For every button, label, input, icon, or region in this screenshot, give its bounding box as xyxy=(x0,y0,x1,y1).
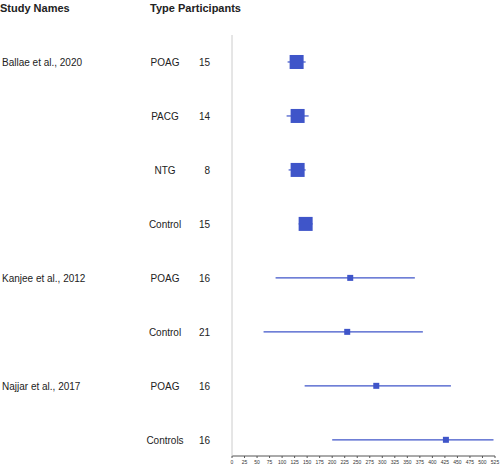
svg-text:50: 50 xyxy=(254,459,260,465)
svg-text:NTG: NTG xyxy=(154,165,175,176)
svg-text:325: 325 xyxy=(391,459,400,465)
svg-text:8: 8 xyxy=(204,165,210,176)
svg-text:POAG: POAG xyxy=(151,381,180,392)
svg-text:500: 500 xyxy=(478,459,487,465)
svg-text:400: 400 xyxy=(428,459,437,465)
svg-text:525: 525 xyxy=(491,459,492,465)
svg-text:350: 350 xyxy=(403,459,412,465)
svg-text:15: 15 xyxy=(199,57,211,68)
svg-text:275: 275 xyxy=(366,459,375,465)
svg-text:15: 15 xyxy=(199,219,211,230)
svg-text:150: 150 xyxy=(303,459,312,465)
html-text:Type Participants: Type Participants xyxy=(150,2,241,14)
svg-text:175: 175 xyxy=(315,459,324,465)
svg-text:21: 21 xyxy=(199,327,211,338)
svg-text:POAG: POAG xyxy=(151,273,180,284)
svg-text:16: 16 xyxy=(199,435,211,446)
svg-text:PACG: PACG xyxy=(151,111,179,122)
svg-text:POAG: POAG xyxy=(151,57,180,68)
svg-text:Control: Control xyxy=(149,219,181,230)
svg-text:250: 250 xyxy=(353,459,362,465)
svg-text:225: 225 xyxy=(341,459,350,465)
svg-text:25: 25 xyxy=(242,459,248,465)
svg-text:100: 100 xyxy=(278,459,287,465)
svg-text:75: 75 xyxy=(267,459,273,465)
svg-text:475: 475 xyxy=(466,459,475,465)
svg-text:425: 425 xyxy=(441,459,450,465)
svg-text:16: 16 xyxy=(199,273,211,284)
svg-text:450: 450 xyxy=(453,459,462,465)
svg-text:375: 375 xyxy=(416,459,425,465)
svg-text:Kanjee et al., 2012: Kanjee et al., 2012 xyxy=(8,273,86,284)
svg-text:125: 125 xyxy=(290,459,299,465)
svg-text:Control: Control xyxy=(149,327,181,338)
svg-text:Controls: Controls xyxy=(146,435,183,446)
svg-text:300: 300 xyxy=(378,459,387,465)
svg-text:14: 14 xyxy=(199,111,211,122)
svg-text:0: 0 xyxy=(231,459,234,465)
svg-text:Najjar et al., 2017: Najjar et al., 2017 xyxy=(8,381,81,392)
svg-text:16: 16 xyxy=(199,381,211,392)
svg-text:200: 200 xyxy=(328,459,337,465)
svg-text:Ballae et al., 2020: Ballae et al., 2020 xyxy=(8,57,82,68)
html-text:Study Names: Study Names xyxy=(0,2,70,14)
